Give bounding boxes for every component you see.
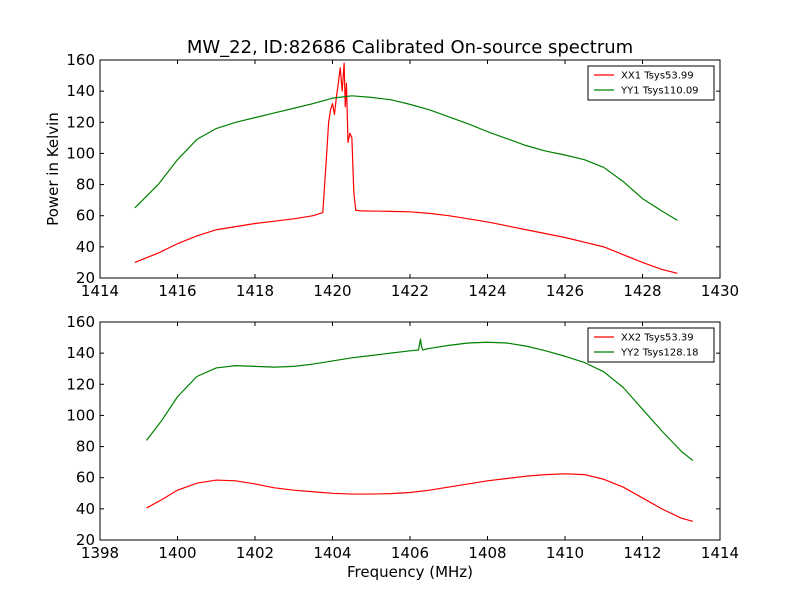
top-legend-box xyxy=(587,65,715,101)
top-legend: XX1 Tsys53.99 YY1 Tsys110.09 xyxy=(587,65,715,101)
bottom-x-axis-label: Frequency (MHz) xyxy=(347,563,473,581)
bottom-y-tick-label: 100 xyxy=(66,406,95,424)
bottom-legend-label-2: YY2 Tsys128.18 xyxy=(620,348,699,359)
top-x-tick-label: 1430 xyxy=(701,282,739,300)
top-y-tick-label: 80 xyxy=(76,176,95,194)
bottom-series-line-2 xyxy=(146,338,694,462)
bottom-x-tick-label: 1402 xyxy=(236,544,274,562)
top-x-tick-label: 1418 xyxy=(236,282,274,300)
bottom-y-tick-label: 80 xyxy=(76,438,95,456)
bottom-x-tick-label: 1398 xyxy=(81,544,119,562)
bottom-x-tick-label: 1412 xyxy=(623,544,661,562)
bottom-x-tick-label: 1408 xyxy=(468,544,506,562)
top-series-line-1 xyxy=(134,62,678,274)
top-legend-label-2: YY1 Tsys110.09 xyxy=(620,86,699,97)
bottom-y-tick-label: 20 xyxy=(76,531,95,549)
top-x-tick-label: 1416 xyxy=(158,282,196,300)
top-y-tick-label: 120 xyxy=(66,113,95,131)
top-plot-frame xyxy=(99,59,721,279)
top-x-tick-label: 1428 xyxy=(623,282,661,300)
top-x-tick-label: 1422 xyxy=(391,282,429,300)
bottom-plot-frame xyxy=(99,321,721,541)
top-y-tick-label: 20 xyxy=(76,269,95,287)
bottom-x-tick-label: 1406 xyxy=(391,544,429,562)
top-x-tick-label: 1424 xyxy=(468,282,506,300)
top-y-tick-label: 40 xyxy=(76,238,95,256)
top-y-tick-label: 140 xyxy=(66,82,95,100)
bottom-legend: XX2 Tsys53.39 YY2 Tsys128.18 xyxy=(587,327,715,363)
bottom-legend-box xyxy=(587,327,715,363)
bottom-x-tick-label: 1404 xyxy=(313,544,351,562)
bottom-x-tick-label: 1414 xyxy=(701,544,739,562)
top-x-tick-label: 1426 xyxy=(546,282,584,300)
top-legend-label-1: XX1 Tsys53.99 xyxy=(621,71,694,82)
bottom-y-tick-label: 160 xyxy=(66,313,95,331)
top-x-tick-label: 1420 xyxy=(313,282,351,300)
bottom-x-tick-label: 1410 xyxy=(546,544,584,562)
top-series-line-2 xyxy=(134,95,678,221)
top-y-tick-label: 60 xyxy=(76,207,95,225)
top-x-tick-label: 1414 xyxy=(81,282,119,300)
top-plot-panel: 1414 1416 1418 1420 1422 1424 1426 1428 1430 20 40… xyxy=(66,51,739,300)
bottom-y-tick-label: 120 xyxy=(66,375,95,393)
bottom-x-tick-label: 1400 xyxy=(158,544,196,562)
bottom-series-line-1 xyxy=(146,473,694,522)
chart-title: MW_22, ID:82686 Calibrated On-source spe… xyxy=(187,37,633,58)
bottom-y-tick-label: 140 xyxy=(66,344,95,362)
bottom-y-tick-label: 60 xyxy=(76,469,95,487)
bottom-legend-label-1: XX2 Tsys53.39 xyxy=(621,333,694,344)
bottom-y-tick-label: 40 xyxy=(76,500,95,518)
top-y-tick-label: 100 xyxy=(66,144,95,162)
top-y-axis-label: Power in Kelvin xyxy=(44,112,62,226)
bottom-plot-panel: 1398 1400 1402 1404 1406 1408 1410 1412 1414 20 40… xyxy=(66,313,739,562)
top-y-tick-label: 160 xyxy=(66,51,95,69)
